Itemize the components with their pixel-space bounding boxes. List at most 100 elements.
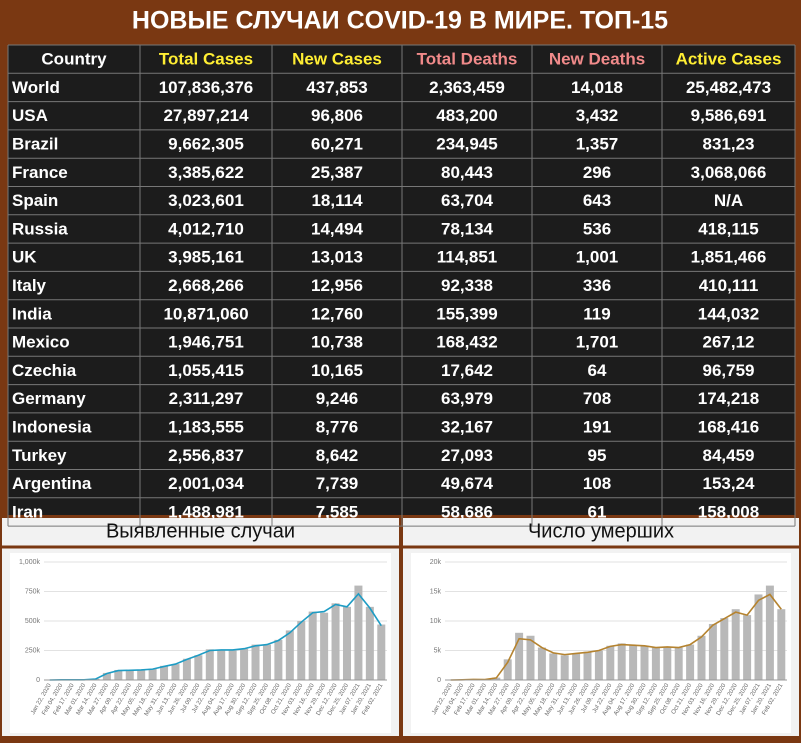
bar [584,652,592,680]
value-cell: 1,183,555 [168,418,244,437]
y-tick-label: 10k [430,618,442,625]
value-cell: 2,363,459 [429,78,505,97]
value-cell: 10,165 [311,361,363,380]
value-cell: 10,738 [311,333,363,352]
value-cell: 168,432 [436,333,497,352]
value-cell: 84,459 [703,446,755,465]
bar [263,645,271,680]
value-cell: 437,853 [306,78,367,97]
bar [686,645,694,680]
bar [606,646,614,680]
country-cell: UK [12,248,37,267]
value-cell: 7,585 [316,502,359,521]
country-cell: Spain [12,191,58,210]
value-cell: 8,642 [316,446,359,465]
value-cell: 92,338 [441,276,493,295]
bar [755,594,763,680]
country-cell: India [12,304,52,323]
value-cell: 158,008 [698,502,759,521]
bar [618,643,626,680]
value-cell: 14,018 [571,78,623,97]
value-cell: 49,674 [441,474,494,493]
bar [698,636,706,680]
value-cell: 708 [583,389,611,408]
country-cell: Mexico [12,333,70,352]
value-cell: 1,946,751 [168,333,244,352]
country-cell: USA [12,106,48,125]
value-cell: 168,416 [698,418,759,437]
value-cell: 1,488,981 [168,502,244,521]
column-header: New Cases [292,50,382,69]
value-cell: 1,701 [576,333,619,352]
value-cell: 17,642 [441,361,493,380]
bar [171,664,179,680]
value-cell: 64 [588,361,607,380]
value-cell: 2,556,837 [168,446,244,465]
value-cell: 2,668,266 [168,276,244,295]
y-tick-label: 20k [430,559,442,566]
bar [160,666,168,680]
value-cell: 108 [583,474,611,493]
y-tick-label: 0 [437,677,441,684]
country-cell: Indonesia [12,418,92,437]
value-cell: 536 [583,219,611,238]
y-tick-label: 1,000k [19,559,41,566]
value-cell: 410,111 [699,276,759,295]
value-cell: 9,662,305 [168,135,244,154]
value-cell: 4,012,710 [168,219,244,238]
title: НОВЫЕ СЛУЧАИ COVID-19 В МИРЕ. ТОП-15 [132,7,668,35]
value-cell: 643 [583,191,611,210]
y-tick-label: 500k [25,618,41,625]
country-cell: Argentina [12,474,92,493]
value-cell: 7,739 [316,474,359,493]
value-cell: 8,776 [316,418,359,437]
country-cell: Czechia [12,361,77,380]
value-cell: 1,001 [576,248,619,267]
column-header: Total Cases [159,50,253,69]
bar [343,607,351,680]
value-cell: 25,482,473 [686,78,771,97]
value-cell: 191 [583,418,611,437]
value-cell: 32,167 [441,418,493,437]
chart-title: Выявленные случаи [106,520,295,542]
column-header: New Deaths [549,50,645,69]
bar [663,647,671,680]
bar [240,649,248,680]
column-header: Active Cases [676,50,782,69]
value-cell: 13,013 [311,248,363,267]
value-cell: 296 [583,163,611,182]
bar [194,655,202,680]
bar [183,659,191,680]
value-cell: 483,200 [436,106,497,125]
bar [549,653,557,680]
value-cell: 267,12 [703,333,755,352]
bar [137,670,145,680]
bar [641,646,649,680]
value-cell: 3,985,161 [168,248,244,267]
country-cell: Italy [12,276,47,295]
y-tick-label: 250k [25,647,41,654]
value-cell: 2,001,034 [168,474,244,493]
country-cell: World [12,78,60,97]
country-cell: Turkey [12,446,67,465]
bar [126,671,134,680]
value-cell: 107,836,376 [159,78,254,97]
bar [720,618,728,680]
value-cell: 63,979 [441,389,493,408]
value-cell: 27,897,214 [163,106,249,125]
value-cell: 336 [583,276,611,295]
value-cell: 63,704 [441,191,494,210]
y-tick-label: 750k [25,588,41,595]
y-tick-label: 5k [434,647,442,654]
bar [320,613,328,680]
value-cell: 155,399 [436,304,497,323]
y-tick-label: 0 [36,677,40,684]
value-cell: 3,432 [576,106,619,125]
value-cell: 80,443 [441,163,493,182]
bar [149,669,157,680]
value-cell: 12,956 [311,276,363,295]
value-cell: 18,114 [311,191,363,210]
bar [229,651,237,681]
